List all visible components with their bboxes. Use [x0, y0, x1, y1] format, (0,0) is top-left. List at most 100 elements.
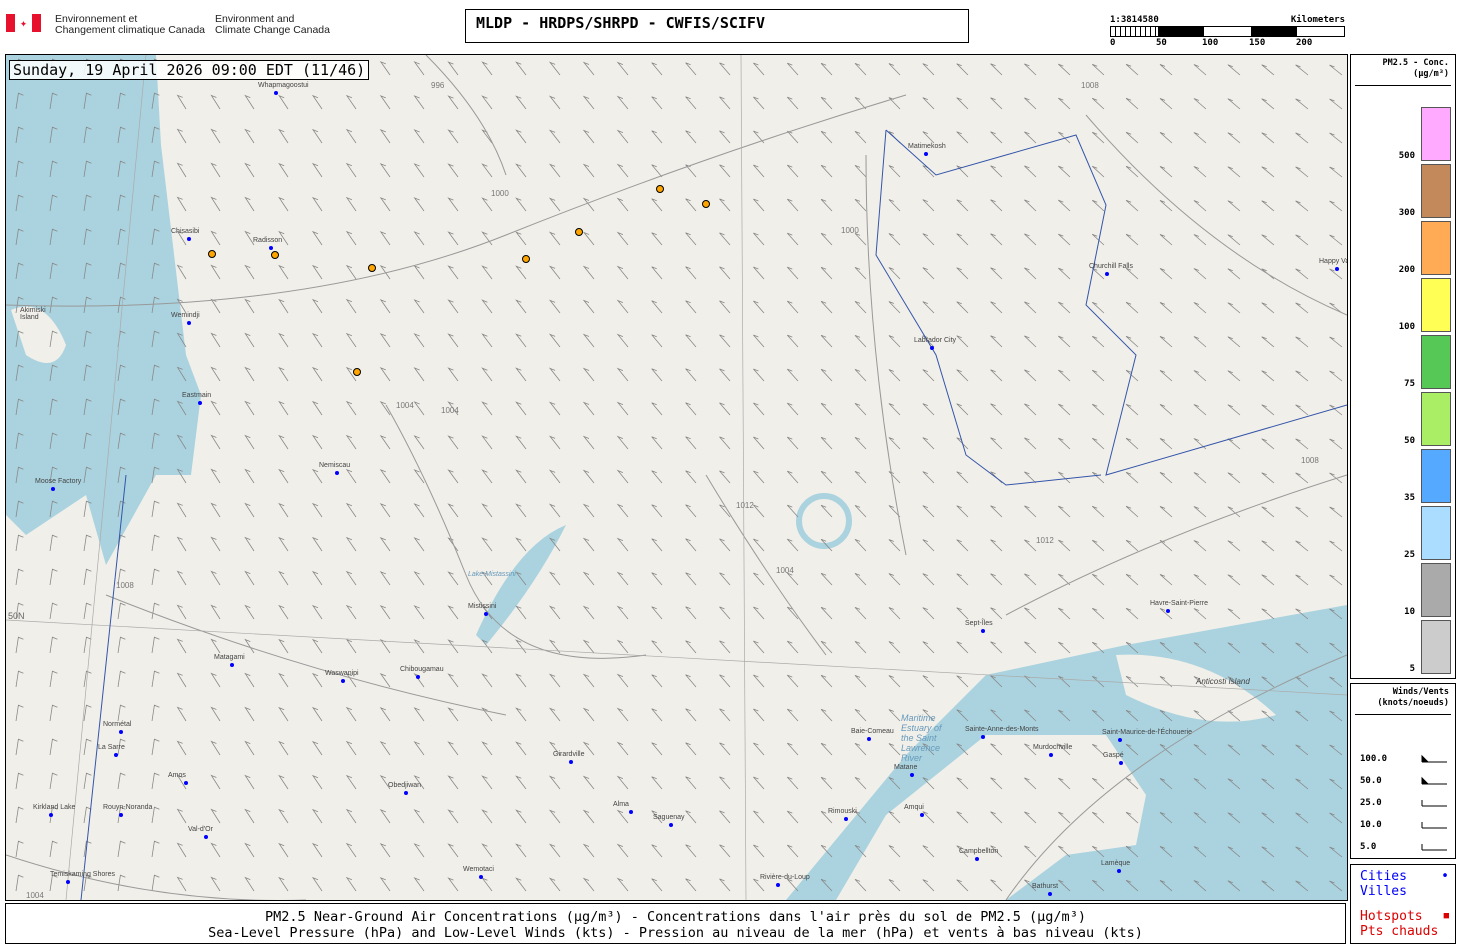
city-label: Bathurst	[1032, 883, 1059, 890]
city-label: Wemotaci	[463, 866, 494, 873]
city-marker[interactable]	[204, 835, 208, 839]
legend-level-label: 300	[1398, 208, 1415, 218]
city-marker[interactable]	[274, 91, 278, 95]
isobar-label: 1008	[116, 581, 134, 590]
isobar-label: 1008	[1081, 81, 1099, 90]
city-marker[interactable]	[479, 875, 483, 879]
city-marker[interactable]	[269, 246, 273, 250]
isobar	[425, 55, 507, 176]
org-name-en: Environment and Climate Change Canada	[215, 13, 330, 36]
city-marker[interactable]	[1105, 272, 1109, 276]
city-marker[interactable]	[1048, 892, 1052, 896]
city-marker[interactable]	[484, 612, 488, 616]
wind-speed-label: 25.0	[1360, 798, 1382, 808]
city-marker[interactable]	[669, 823, 673, 827]
city-marker[interactable]	[776, 883, 780, 887]
hotspot-marker[interactable]	[656, 185, 664, 193]
hotspot-marker[interactable]	[575, 228, 583, 236]
city-label: Normétal	[103, 721, 132, 728]
city-marker[interactable]	[341, 679, 345, 683]
hotspot-marker[interactable]	[208, 250, 216, 258]
city-marker[interactable]	[867, 737, 871, 741]
city-marker[interactable]	[1117, 869, 1121, 873]
city-marker[interactable]	[1335, 267, 1339, 271]
hotspot-marker[interactable]	[353, 368, 361, 376]
city-label: Whapmagoostui	[258, 82, 309, 89]
city-marker[interactable]	[230, 663, 234, 667]
city-marker[interactable]	[930, 346, 934, 350]
legend-level-label: 10	[1404, 607, 1415, 617]
city-marker[interactable]	[1119, 761, 1123, 765]
city-marker[interactable]	[416, 675, 420, 679]
product-title: MLDP - HRDPS/SHRPD - CWFIS/SCIFV	[465, 9, 969, 43]
city-label: Rivière-du-Loup	[760, 874, 810, 881]
legend-swatch	[1421, 506, 1451, 560]
isobar-label: 1012	[736, 501, 754, 510]
city-label: Campbellton	[959, 848, 999, 855]
city-marker[interactable]	[920, 813, 924, 817]
city-marker[interactable]	[975, 857, 979, 861]
city-label: Matimekosh	[908, 143, 946, 150]
water-label: Maritime Estuary of the Saint Lawrence R…	[901, 713, 942, 763]
city-marker[interactable]	[119, 730, 123, 734]
city-marker[interactable]	[924, 152, 928, 156]
city-marker[interactable]	[198, 401, 202, 405]
city-marker[interactable]	[114, 753, 118, 757]
water-label: Akimiski Island	[20, 307, 46, 321]
city-marker[interactable]	[1166, 609, 1170, 613]
isobar	[385, 404, 647, 659]
hotspot-marker[interactable]	[271, 251, 279, 259]
legend-level-label: 5	[1409, 664, 1415, 674]
city-marker[interactable]	[49, 813, 53, 817]
pm25-legend: PM2.5 - Conc. (µg/m³) 500 300 200 100 75 50 35 2…	[1350, 54, 1456, 679]
city-marker[interactable]	[1049, 753, 1053, 757]
city-label: Lamèque	[1101, 860, 1131, 867]
city-marker[interactable]	[335, 471, 339, 475]
map-canvas[interactable]: Whapmagoostui Chisasibi Radisson Wemindji Ea…	[5, 54, 1348, 901]
legend-swatch	[1421, 278, 1451, 332]
isobar	[6, 94, 907, 307]
city-label: La Sarre	[98, 744, 125, 751]
hotspot-marker[interactable]	[368, 264, 376, 272]
hotspot-marker[interactable]	[522, 255, 530, 263]
wind-barb-icon	[1421, 822, 1447, 829]
hotspot-marker[interactable]	[702, 200, 710, 208]
city-label: Murdochville	[1033, 744, 1073, 751]
legend-level-label: 200	[1398, 265, 1415, 275]
isobar	[1005, 474, 1347, 616]
city-label: Kirkland Lake	[33, 804, 76, 811]
city-label: Mistissini	[468, 603, 497, 610]
city-marker[interactable]	[981, 629, 985, 633]
city-marker[interactable]	[119, 813, 123, 817]
city-label: Happy Valley-Goose Bay	[1319, 258, 1347, 265]
legend-swatch	[1421, 335, 1451, 389]
legend-level-label: 25	[1404, 550, 1415, 560]
legend-swatch	[1421, 563, 1451, 617]
city-label: Obedjiwan	[388, 782, 422, 789]
city-marker[interactable]	[184, 781, 188, 785]
city-label: Radisson	[253, 237, 283, 244]
city-marker[interactable]	[66, 880, 70, 884]
isobar	[1085, 114, 1347, 316]
forecast-datetime: Sunday, 19 April 2026 09:00 EDT (11/46)	[9, 60, 370, 80]
isobar-label: 996	[431, 81, 445, 90]
city-label: Moose Factory	[35, 478, 82, 485]
isobar	[6, 854, 306, 900]
city-marker[interactable]	[844, 817, 848, 821]
city-marker[interactable]	[569, 760, 573, 764]
isobar-label: 1004	[396, 401, 414, 410]
city-marker[interactable]	[187, 237, 191, 241]
wind-barb-icon	[1421, 800, 1447, 807]
city-marker[interactable]	[981, 735, 985, 739]
legend-level-label: 50	[1404, 436, 1415, 446]
city-marker[interactable]	[1118, 738, 1122, 742]
isobar-label: 1000	[841, 226, 859, 235]
city-label: Saguenay	[653, 814, 685, 821]
city-marker[interactable]	[629, 810, 633, 814]
city-marker[interactable]	[910, 773, 914, 777]
city-marker[interactable]	[187, 321, 191, 325]
water-label: Lake Mistassini	[468, 571, 516, 578]
city-marker[interactable]	[404, 791, 408, 795]
city-marker[interactable]	[51, 487, 55, 491]
legend-swatch	[1421, 620, 1451, 674]
